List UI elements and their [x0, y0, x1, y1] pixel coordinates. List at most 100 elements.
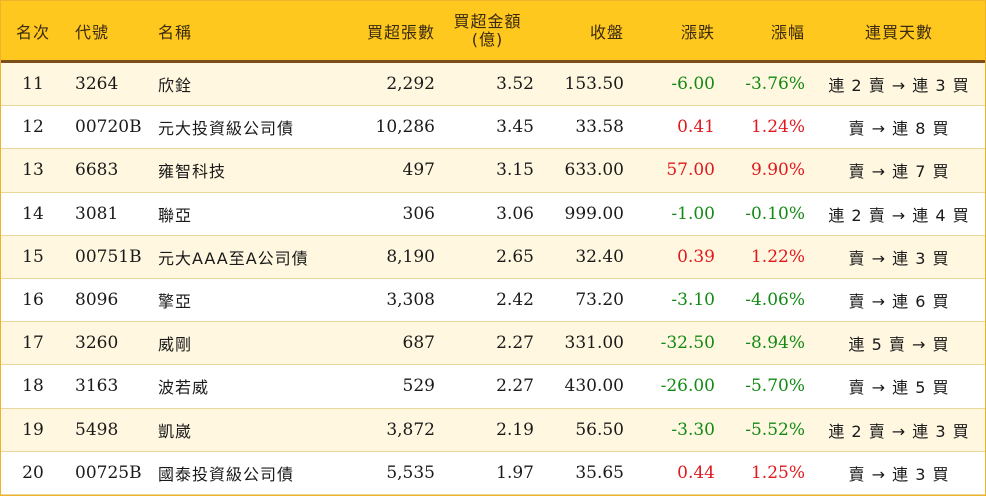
change-cell: -3.10 — [671, 290, 715, 311]
change-cell: -32.50 — [660, 333, 715, 354]
close-cell: 153.50 — [564, 74, 624, 95]
header-rank: 名次 — [15, 22, 50, 42]
net-buy-volume-cell: 497 — [402, 160, 435, 181]
change-pct-cell: -5.70% — [745, 376, 805, 397]
rank-cell: 13 — [22, 160, 44, 181]
change-cell: -6.00 — [671, 74, 715, 95]
close-cell: 56.50 — [575, 419, 624, 440]
table-row: 20 00725B 國泰投資級公司債 5,535 1.97 35.65 0.44 1.25% 賣… — [1, 451, 985, 495]
close-cell: 633.00 — [564, 160, 624, 181]
streak-cell: 賣 → 連 7 買 — [848, 162, 950, 182]
code-cell: 00751B — [75, 246, 142, 267]
net-buy-volume-cell: 8,190 — [386, 246, 435, 267]
net-buy-amount-cell: 2.27 — [496, 376, 534, 397]
net-buy-amount-cell: 1.97 — [496, 462, 534, 483]
header-net-buy-amount: 買超金額 (億) — [441, 1, 534, 60]
change-cell: 0.41 — [677, 117, 715, 138]
net-buy-amount-cell: 2.27 — [496, 333, 534, 354]
header-code: 代號 — [75, 22, 110, 42]
code-cell: 3081 — [75, 203, 119, 224]
code-cell: 6683 — [75, 160, 119, 181]
table-row: 18 3163 波若威 529 2.27 430.00 -26.00 -5.70% 賣 → 連 … — [1, 365, 985, 409]
rank-cell: 15 — [22, 246, 44, 267]
net-buy-volume-cell: 3,308 — [386, 290, 435, 311]
name-cell: 元大AAA至A公司債 — [158, 248, 309, 268]
rank-cell: 16 — [22, 290, 44, 311]
net-buy-volume-cell: 306 — [402, 203, 435, 224]
change-cell: -1.00 — [671, 203, 715, 224]
rank-cell: 18 — [22, 376, 44, 397]
table-header: 名次 代號 名稱 買超張數 買超金額 (億) 收盤 漲跌 漲幅 連買天數 — [1, 1, 985, 63]
rank-cell: 14 — [22, 203, 44, 224]
close-cell: 331.00 — [564, 333, 624, 354]
name-cell: 雍智科技 — [158, 162, 227, 182]
change-pct-cell: -3.76% — [745, 74, 805, 95]
code-cell: 3264 — [75, 74, 119, 95]
streak-cell: 賣 → 連 8 買 — [848, 119, 950, 139]
table-row: 16 8096 擎亞 3,308 2.42 73.20 -3.10 -4.06% 賣 → 連 6… — [1, 278, 985, 323]
rank-cell: 19 — [22, 419, 44, 440]
header-close: 收盤 — [589, 22, 624, 42]
streak-cell: 連 2 賣 → 連 3 買 — [828, 421, 970, 441]
net-buy-volume-cell: 2,292 — [386, 74, 435, 95]
table-row: 17 3260 威剛 687 2.27 331.00 -32.50 -8.94% 連 5 賣 →… — [1, 322, 985, 366]
close-cell: 33.58 — [575, 117, 624, 138]
net-buy-volume-cell: 687 — [402, 333, 435, 354]
name-cell: 波若威 — [158, 378, 210, 398]
net-buy-volume-cell: 3,872 — [386, 419, 435, 440]
close-cell: 32.40 — [575, 246, 624, 267]
change-pct-cell: 1.22% — [750, 246, 805, 267]
net-buy-amount-cell: 2.42 — [496, 290, 534, 311]
change-pct-cell: -4.06% — [745, 290, 805, 311]
header-name: 名稱 — [158, 22, 193, 42]
net-buy-amount-cell: 3.45 — [496, 117, 534, 138]
table-row: 19 5498 凱崴 3,872 2.19 56.50 -3.30 -5.52% 連 2 賣 →… — [1, 408, 985, 452]
name-cell: 欣銓 — [158, 76, 193, 96]
table-row: 11 3264 欣銓 2,292 3.52 153.50 -6.00 -3.76% 連 2 賣 … — [1, 63, 985, 107]
name-cell: 凱崴 — [158, 421, 193, 441]
change-pct-cell: 9.90% — [750, 160, 805, 181]
change-pct-cell: -0.10% — [745, 203, 805, 224]
change-cell: -26.00 — [660, 376, 715, 397]
header-streak: 連買天數 — [864, 22, 933, 42]
change-cell: -3.30 — [671, 419, 715, 440]
header-net-buy-volume: 買超張數 — [366, 22, 435, 42]
rank-cell: 11 — [22, 74, 44, 95]
close-cell: 73.20 — [575, 290, 624, 311]
close-cell: 35.65 — [575, 462, 624, 483]
net-buy-volume-cell: 529 — [402, 376, 435, 397]
change-pct-cell: 1.25% — [750, 462, 805, 483]
rank-cell: 17 — [22, 333, 44, 354]
code-cell: 00725B — [75, 462, 142, 483]
code-cell: 5498 — [75, 419, 119, 440]
streak-cell: 賣 → 連 3 買 — [848, 464, 950, 484]
code-cell: 8096 — [75, 290, 119, 311]
rank-cell: 20 — [22, 462, 44, 483]
name-cell: 國泰投資級公司債 — [158, 464, 295, 484]
streak-cell: 賣 → 連 5 買 — [848, 378, 950, 398]
table-body: 11 3264 欣銓 2,292 3.52 153.50 -6.00 -3.76% 連 2 賣 … — [1, 63, 985, 495]
net-buy-amount-cell: 2.65 — [496, 246, 534, 267]
code-cell: 3163 — [75, 376, 119, 397]
header-change-pct: 漲幅 — [770, 22, 805, 42]
name-cell: 威剛 — [158, 335, 193, 355]
net-buy-amount-cell: 3.52 — [496, 74, 534, 95]
change-cell: 0.39 — [677, 246, 715, 267]
table-row: 13 6683 雍智科技 497 3.15 633.00 57.00 9.90% 賣 → 連 7… — [1, 149, 985, 193]
change-cell: 57.00 — [666, 160, 715, 181]
streak-cell: 連 5 賣 → 買 — [848, 335, 950, 355]
change-cell: 0.44 — [677, 462, 715, 483]
net-buy-volume-cell: 5,535 — [386, 462, 435, 483]
close-cell: 430.00 — [564, 376, 624, 397]
change-pct-cell: -5.52% — [745, 419, 805, 440]
net-buy-volume-cell: 10,286 — [375, 117, 435, 138]
header-change: 漲跌 — [680, 22, 715, 42]
table-row: 12 00720B 元大投資級公司債 10,286 3.45 33.58 0.41 1.24%… — [1, 106, 985, 150]
net-buy-amount-cell: 3.15 — [496, 160, 534, 181]
change-pct-cell: -8.94% — [745, 333, 805, 354]
rank-cell: 12 — [22, 117, 44, 138]
streak-cell: 連 2 賣 → 連 3 買 — [828, 76, 970, 96]
table-row: 15 00751B 元大AAA至A公司債 8,190 2.65 32.40 0.39 1.22… — [1, 235, 985, 279]
net-buy-amount-cell: 3.06 — [496, 203, 534, 224]
